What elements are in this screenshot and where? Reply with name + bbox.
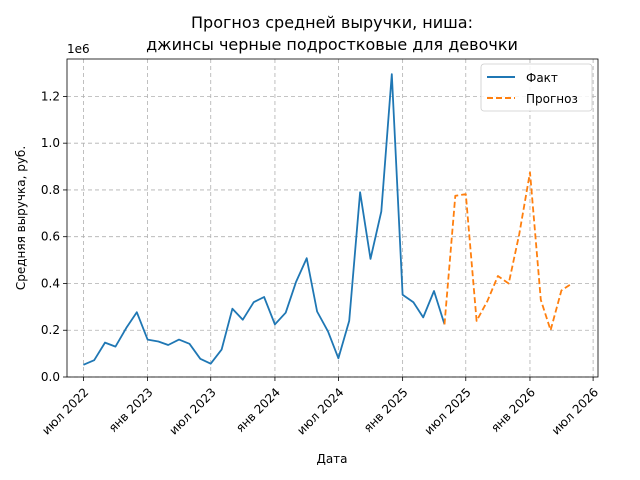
series-layer: [83, 73, 573, 366]
series-line-fact: [83, 73, 446, 366]
y-offset-label: 1e6: [67, 42, 90, 56]
legend: Факт Прогноз: [480, 63, 593, 112]
y-tick-label: 0.2: [41, 323, 60, 337]
chart-title-line-2: джинсы черные подростковые для девочки: [146, 35, 518, 54]
chart-title-line-1: Прогноз средней выручки, ниша:: [191, 13, 473, 32]
legend-label-forecast: Прогноз: [526, 92, 578, 106]
y-tick-label: 1.2: [41, 89, 60, 103]
plot-frame: [66, 58, 599, 378]
y-tick-label: 0.0: [41, 370, 60, 384]
y-tick-label: 0.6: [41, 230, 60, 244]
y-tick-label: 0.4: [41, 276, 60, 290]
x-axis-label: Дата: [316, 452, 347, 466]
y-axis-ticks: 0.0 0.2 0.4 0.6 0.8 1.0 1.2: [41, 89, 67, 384]
legend-label-fact: Факт: [526, 71, 558, 85]
y-tick-label: 1.0: [41, 136, 60, 150]
legend-box: [480, 63, 593, 112]
y-axis-label: Средняя выручка, руб.: [14, 146, 28, 290]
series-line-forecast: [443, 171, 573, 332]
y-tick-label: 0.8: [41, 183, 60, 197]
